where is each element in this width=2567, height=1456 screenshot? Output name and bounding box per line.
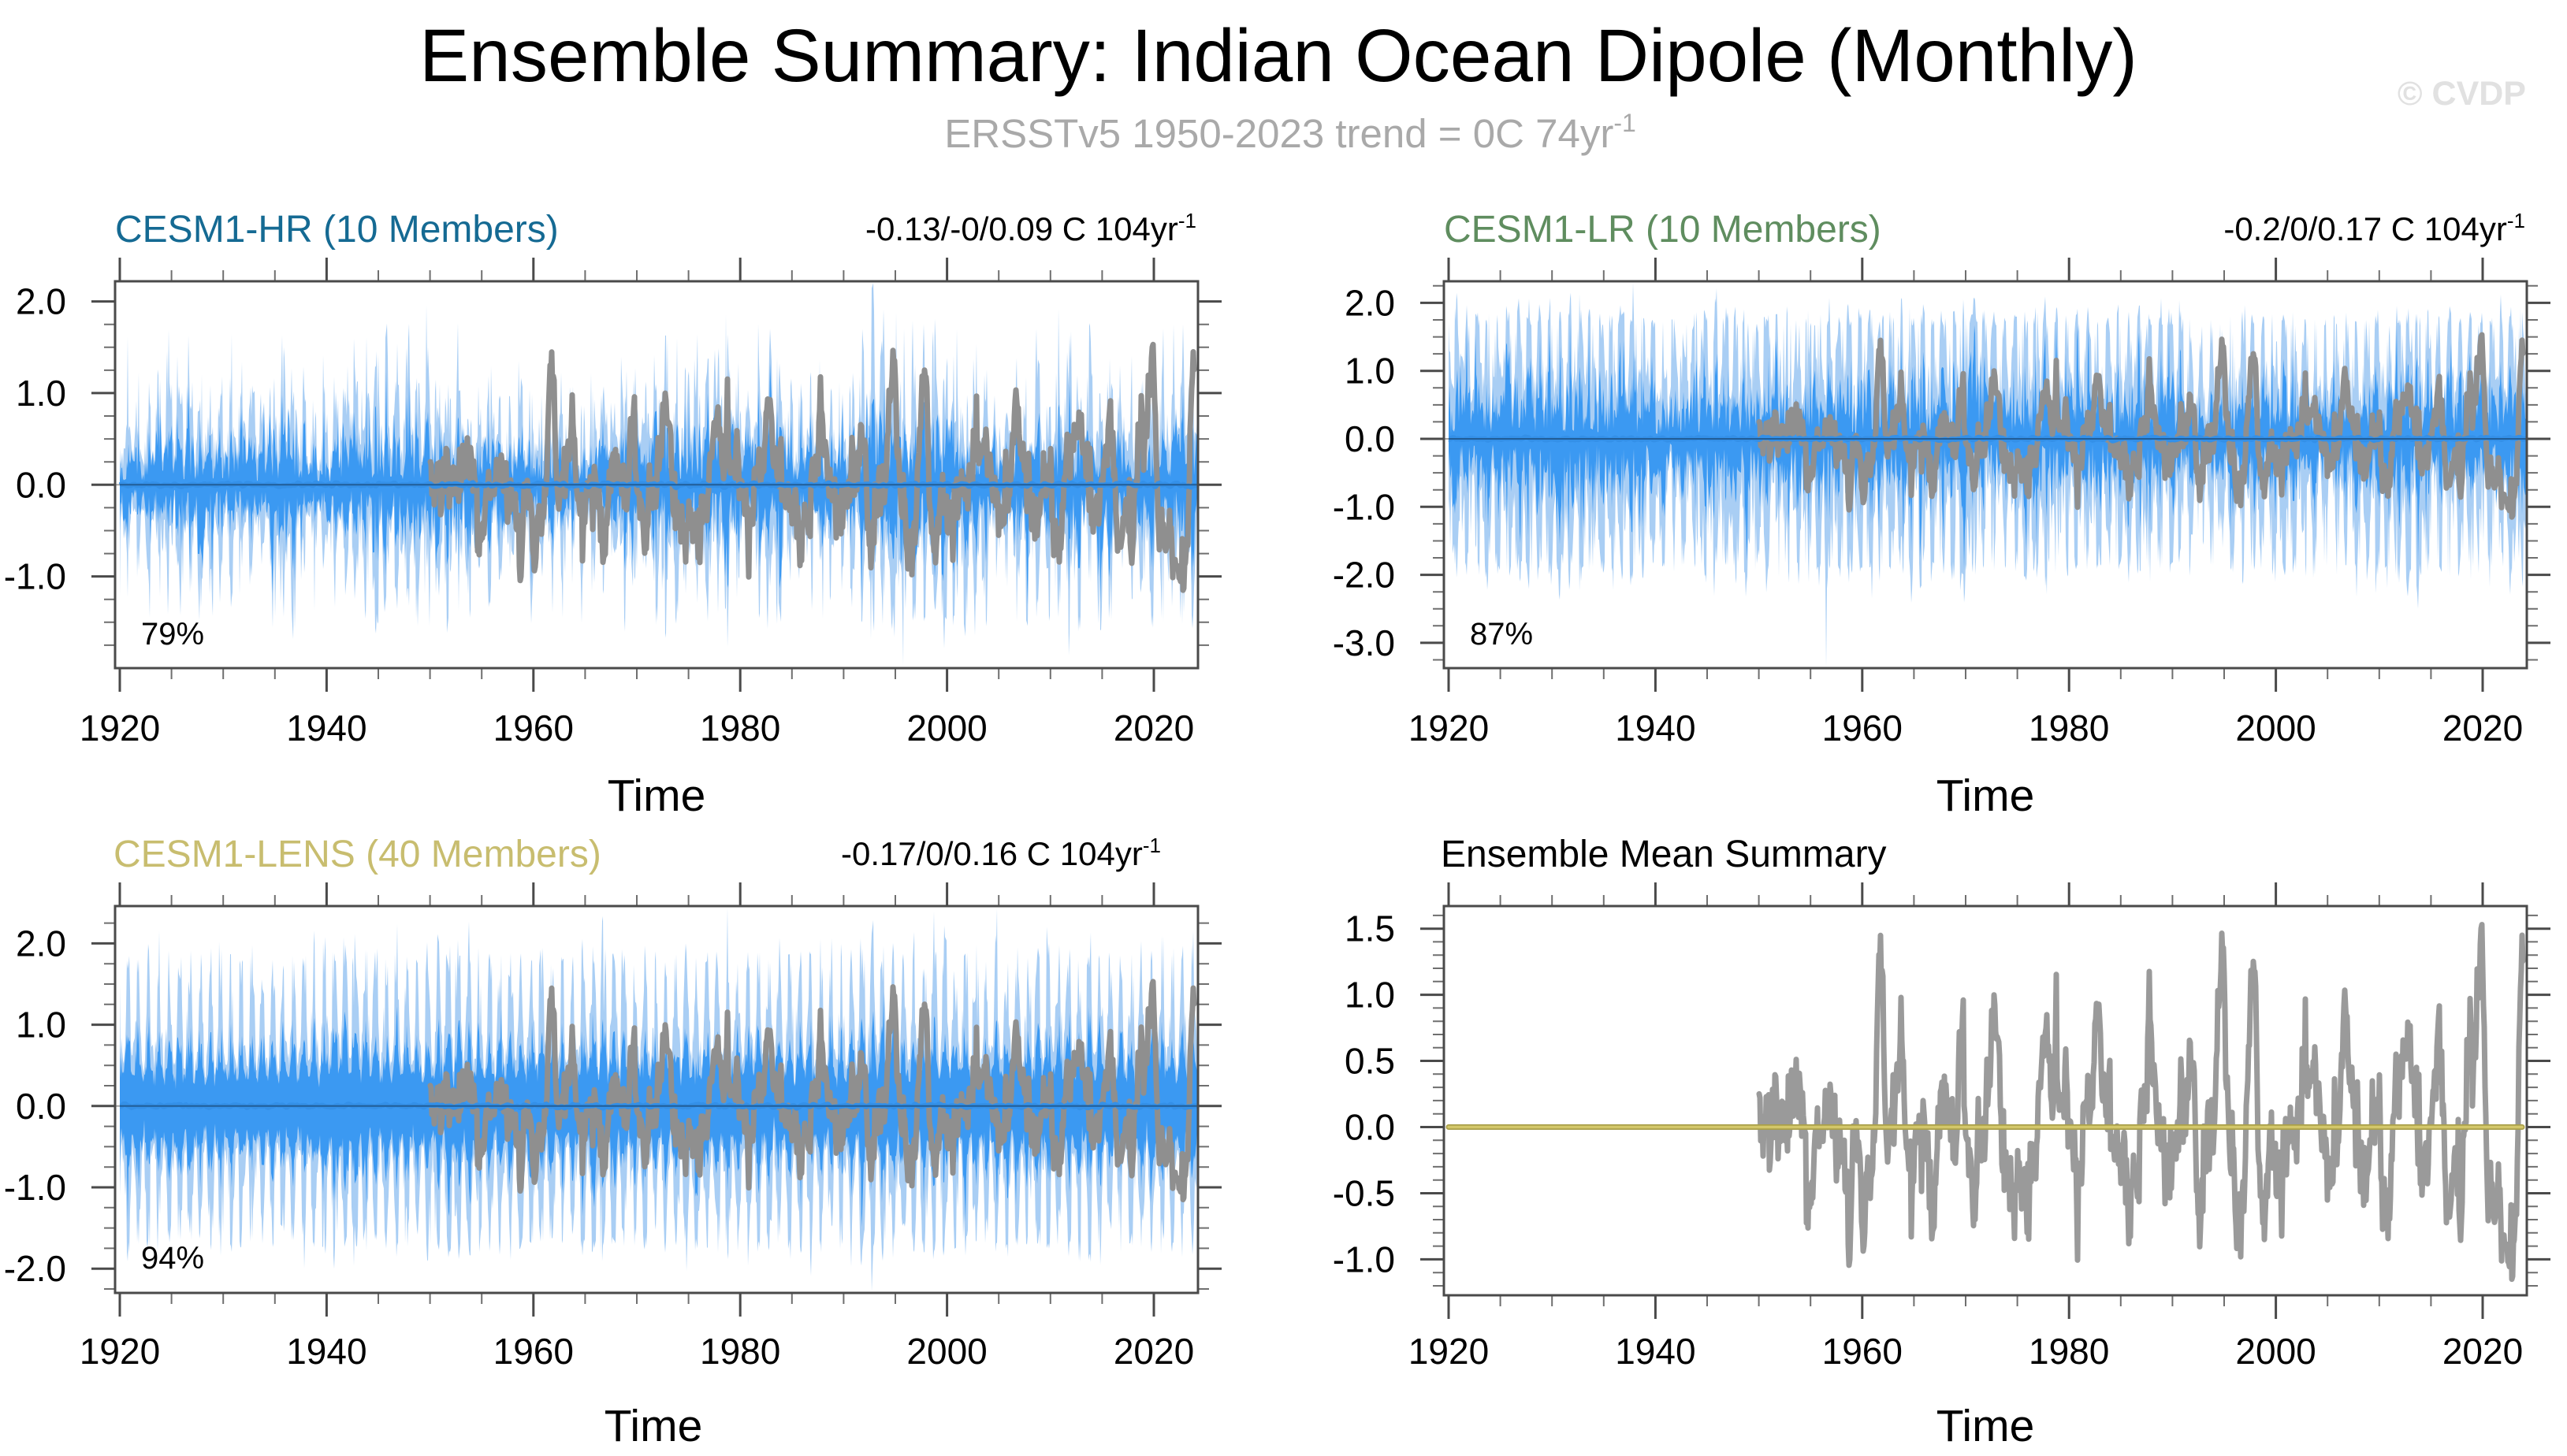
svg-text:© CVDP: © CVDP	[2398, 75, 2526, 113]
svg-text:2.0: 2.0	[1345, 282, 1395, 323]
svg-text:CESM1-LR (10 Members): CESM1-LR (10 Members)	[1444, 209, 1881, 251]
svg-text:-0.17/0/0.16 C 104yr-1: -0.17/0/0.16 C 104yr-1	[841, 834, 1161, 872]
svg-text:79%: 79%	[141, 617, 204, 652]
svg-text:94%: 94%	[141, 1241, 204, 1276]
svg-text:1980: 1980	[2029, 1331, 2109, 1372]
svg-text:0.0: 0.0	[1345, 1107, 1395, 1148]
svg-text:-1.0: -1.0	[1333, 1239, 1395, 1280]
svg-text:1920: 1920	[80, 708, 160, 748]
svg-text:1.0: 1.0	[16, 1005, 66, 1046]
svg-text:-0.5: -0.5	[1333, 1173, 1395, 1214]
svg-text:0.0: 0.0	[16, 464, 66, 505]
svg-text:-1.0: -1.0	[4, 1167, 66, 1208]
svg-text:Time: Time	[1936, 771, 2035, 821]
svg-text:2020: 2020	[1114, 1331, 1194, 1372]
svg-text:1980: 1980	[700, 708, 780, 748]
svg-text:1940: 1940	[286, 708, 366, 748]
svg-text:1.0: 1.0	[1345, 351, 1395, 392]
svg-text:1.5: 1.5	[1345, 908, 1395, 949]
svg-text:2000: 2000	[2235, 708, 2316, 748]
svg-text:1960: 1960	[1822, 708, 1903, 748]
svg-text:Ensemble Mean Summary: Ensemble Mean Summary	[1441, 834, 1887, 875]
svg-text:1960: 1960	[493, 1331, 574, 1372]
svg-text:ERSSTv5 1950-2023 trend = 0C 7: ERSSTv5 1950-2023 trend = 0C 74yr-1	[944, 109, 1636, 156]
svg-text:1940: 1940	[1615, 708, 1695, 748]
svg-text:1960: 1960	[493, 708, 574, 748]
svg-text:2.0: 2.0	[16, 281, 66, 322]
svg-text:-1.0: -1.0	[1333, 486, 1395, 527]
svg-text:-1.0: -1.0	[4, 556, 66, 597]
svg-text:-0.13/-0/0.09 C 104yr-1: -0.13/-0/0.09 C 104yr-1	[865, 209, 1196, 247]
svg-text:2000: 2000	[906, 708, 987, 748]
svg-text:2000: 2000	[2235, 1331, 2316, 1372]
svg-text:-2.0: -2.0	[4, 1248, 66, 1289]
svg-text:-0.2/0/0.17 C 104yr-1: -0.2/0/0.17 C 104yr-1	[2223, 209, 2525, 247]
svg-text:CESM1-HR (10 Members): CESM1-HR (10 Members)	[115, 209, 559, 251]
svg-text:0.5: 0.5	[1345, 1041, 1395, 1082]
svg-text:1980: 1980	[2029, 708, 2109, 748]
svg-text:0.0: 0.0	[16, 1086, 66, 1127]
svg-text:2000: 2000	[906, 1331, 987, 1372]
svg-text:Time: Time	[1936, 1401, 2035, 1451]
svg-text:2020: 2020	[1114, 708, 1194, 748]
svg-text:-2.0: -2.0	[1333, 555, 1395, 596]
svg-text:2.0: 2.0	[16, 923, 66, 964]
svg-text:1940: 1940	[286, 1331, 366, 1372]
svg-text:2020: 2020	[2442, 708, 2523, 748]
svg-text:0.0: 0.0	[1345, 418, 1395, 459]
svg-text:-3.0: -3.0	[1333, 622, 1395, 663]
svg-text:1980: 1980	[700, 1331, 780, 1372]
svg-text:Time: Time	[605, 1401, 703, 1451]
svg-text:1920: 1920	[80, 1331, 160, 1372]
svg-text:1920: 1920	[1408, 1331, 1489, 1372]
svg-text:1960: 1960	[1822, 1331, 1903, 1372]
svg-text:CESM1-LENS (40 Members): CESM1-LENS (40 Members)	[113, 834, 601, 875]
svg-text:1.0: 1.0	[16, 373, 66, 414]
svg-text:1920: 1920	[1408, 708, 1489, 748]
svg-text:Ensemble Summary: Indian Ocean: Ensemble Summary: Indian Ocean Dipole (M…	[419, 14, 2137, 98]
svg-text:1940: 1940	[1615, 1331, 1695, 1372]
svg-text:1.0: 1.0	[1345, 975, 1395, 1016]
svg-text:Time: Time	[608, 771, 706, 821]
svg-text:2020: 2020	[2442, 1331, 2523, 1372]
svg-text:87%: 87%	[1470, 617, 1533, 652]
